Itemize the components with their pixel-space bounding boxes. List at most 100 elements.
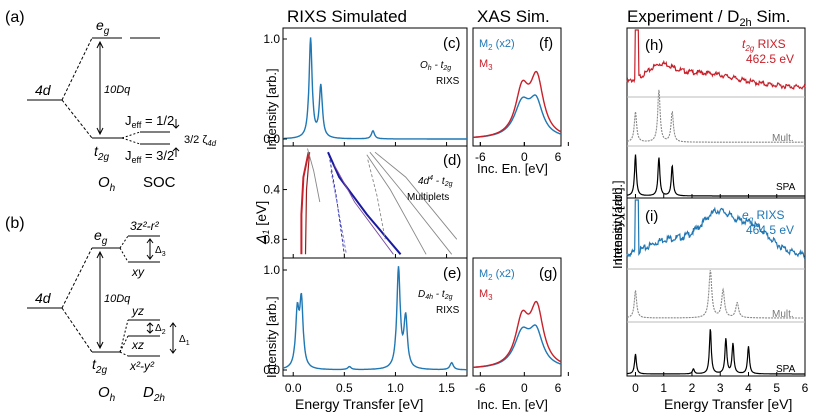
x-e-tick-label: 0.0: [285, 381, 302, 395]
orbital-yz: yz: [131, 304, 144, 318]
soc-label: SOC: [143, 174, 176, 191]
series-h-spa: SPA: [776, 182, 796, 193]
y-e-tick-label: 0.0: [263, 363, 280, 377]
legend-f-m2: M2 (x2): [479, 38, 515, 52]
xlabel-e: Energy Transfer [eV]: [295, 396, 423, 412]
ylabel-c: Intensity [arb.]: [264, 68, 279, 150]
series-h-mult: [626, 89, 805, 143]
10dq-label-a: 10Dq: [104, 84, 131, 96]
mult-d-gray-a: [307, 148, 321, 203]
panel-label-i: (i): [645, 208, 658, 225]
frame-g: [472, 257, 562, 377]
oh-label-a: Oh: [98, 174, 116, 194]
frame-i: [626, 197, 806, 377]
legend-g-m2: M2 (x2): [479, 268, 515, 282]
series-g-m3: [473, 300, 562, 368]
x-g-tick-label: 0: [521, 381, 528, 395]
series-f-m3: [473, 70, 562, 138]
xlabel-f: Inc. En. [eV]: [477, 161, 548, 176]
delta3-label: Δ3: [155, 245, 166, 258]
annot-c-1: Oh - t2g: [420, 60, 451, 72]
series-i-mult: Mult.: [772, 309, 794, 320]
x-i-tick-label: 1: [660, 381, 667, 395]
mult-d-gray-3: [374, 151, 458, 240]
x-g-tick-label: -6: [475, 381, 486, 395]
delta1-label: Δ1: [179, 334, 190, 347]
annot-d-1: 4d4 - t2g: [418, 175, 453, 188]
x-f-tick-label: 6: [555, 150, 562, 164]
oh-label-b: Oh: [98, 384, 116, 404]
mult-d-gray-4: [367, 159, 386, 240]
orbital-xy: xy: [131, 265, 145, 279]
series-i-exp: [626, 199, 806, 259]
annot-e-2: RIXS: [436, 305, 460, 316]
t2g-label-b: t2g: [92, 356, 107, 376]
x-e-tick-label: 1.5: [438, 381, 455, 395]
frame-e: [282, 257, 468, 377]
ylabel-d: Δ1 [eV]: [253, 201, 271, 245]
orbital-z2: 3z²-r²: [130, 219, 160, 233]
y-c-tick-label: 1.0: [263, 32, 280, 46]
annot-d-2: Multiplets: [407, 192, 449, 203]
header-exp: Experiment / D2h Sim.: [627, 7, 790, 29]
series-i-spa: SPA: [776, 364, 796, 375]
annot-h-1: t2g RIXS: [742, 37, 786, 53]
mult-d-navy-1: [327, 151, 402, 255]
t2g-label-a: t2g: [94, 143, 109, 163]
annot-c-2: RIXS: [436, 76, 460, 87]
panel-label-a: (a): [5, 9, 25, 26]
mult-d-red-2: [304, 152, 311, 255]
xlabel-g: Inc. En. [eV]: [477, 397, 548, 412]
annot-i-1: eg RIXS: [742, 208, 784, 224]
panel-label-d: (d): [443, 152, 461, 169]
x-f-tick-label: 0: [521, 150, 528, 164]
x-i-tick-label: 2: [689, 381, 696, 395]
x-i-tick-label: 5: [773, 381, 780, 395]
y-c-tick-label: 0.0: [263, 132, 280, 146]
header-rixs: RIXS Simulated: [287, 7, 407, 26]
orbital-4d-b: 4d: [35, 290, 52, 306]
annot-h-2: 462.5 eV: [746, 52, 794, 66]
mult-d-gray-1: [366, 154, 427, 255]
orbital-xz: xz: [131, 338, 144, 352]
ylabel-i: Intensity [arb.]: [610, 187, 625, 269]
panel-label-h: (h): [645, 37, 663, 54]
annot-e-1: D4h - t2g: [418, 289, 453, 301]
mult-d-gray-2: [369, 151, 453, 255]
series-e-rixs: [282, 266, 467, 371]
10dq-label-b: 10Dq: [104, 293, 131, 305]
mult-d-violet: [330, 170, 347, 255]
x-i-tick-label: 0: [632, 381, 639, 395]
d2h-label: D2h: [143, 384, 165, 404]
panel-label-g: (g): [539, 265, 557, 282]
x-e-tick-label: 0.5: [336, 381, 353, 395]
y-e-tick-label: 1.0: [263, 263, 280, 277]
y-d-tick-label: 0.8: [263, 232, 280, 246]
delta2-label: Δ2: [155, 323, 166, 336]
eg-label-a: eg: [96, 17, 110, 37]
y-d-tick-label: 0.4: [263, 183, 280, 197]
orbital-4d-a: 4d: [35, 82, 52, 98]
orbital-x2y2: x²-y²: [129, 359, 155, 373]
panel-label-e: (e): [443, 265, 461, 282]
jeff-half-label: Jeff = 1/2: [125, 113, 174, 130]
x-e-tick-label: 1.0: [387, 381, 404, 395]
legend-f-m3: M3: [479, 58, 493, 72]
series-c-rixs: [283, 37, 467, 140]
series-i-spa: [627, 329, 805, 375]
x-f-tick-label: -6: [475, 150, 486, 164]
series-h-spa: [626, 154, 805, 197]
panel-label-f: (f): [539, 35, 553, 52]
series-h-mult: Mult.: [772, 133, 794, 144]
zeta-label: 3/2 ζ4d: [184, 134, 217, 148]
x-g-tick-label: 6: [555, 381, 562, 395]
mult-d-navy-2: [328, 154, 345, 255]
xlabel-i: Energy Transfer [eV]: [664, 396, 792, 412]
ylabel-h: Intensity [arb.]: [610, 180, 625, 262]
panel-label-b: (b): [5, 215, 25, 232]
series-h-exp: [626, 29, 806, 91]
panel-label-c: (c): [443, 35, 461, 52]
x-i-tick-label: 4: [745, 381, 752, 395]
x-i-tick-label: 3: [717, 381, 724, 395]
